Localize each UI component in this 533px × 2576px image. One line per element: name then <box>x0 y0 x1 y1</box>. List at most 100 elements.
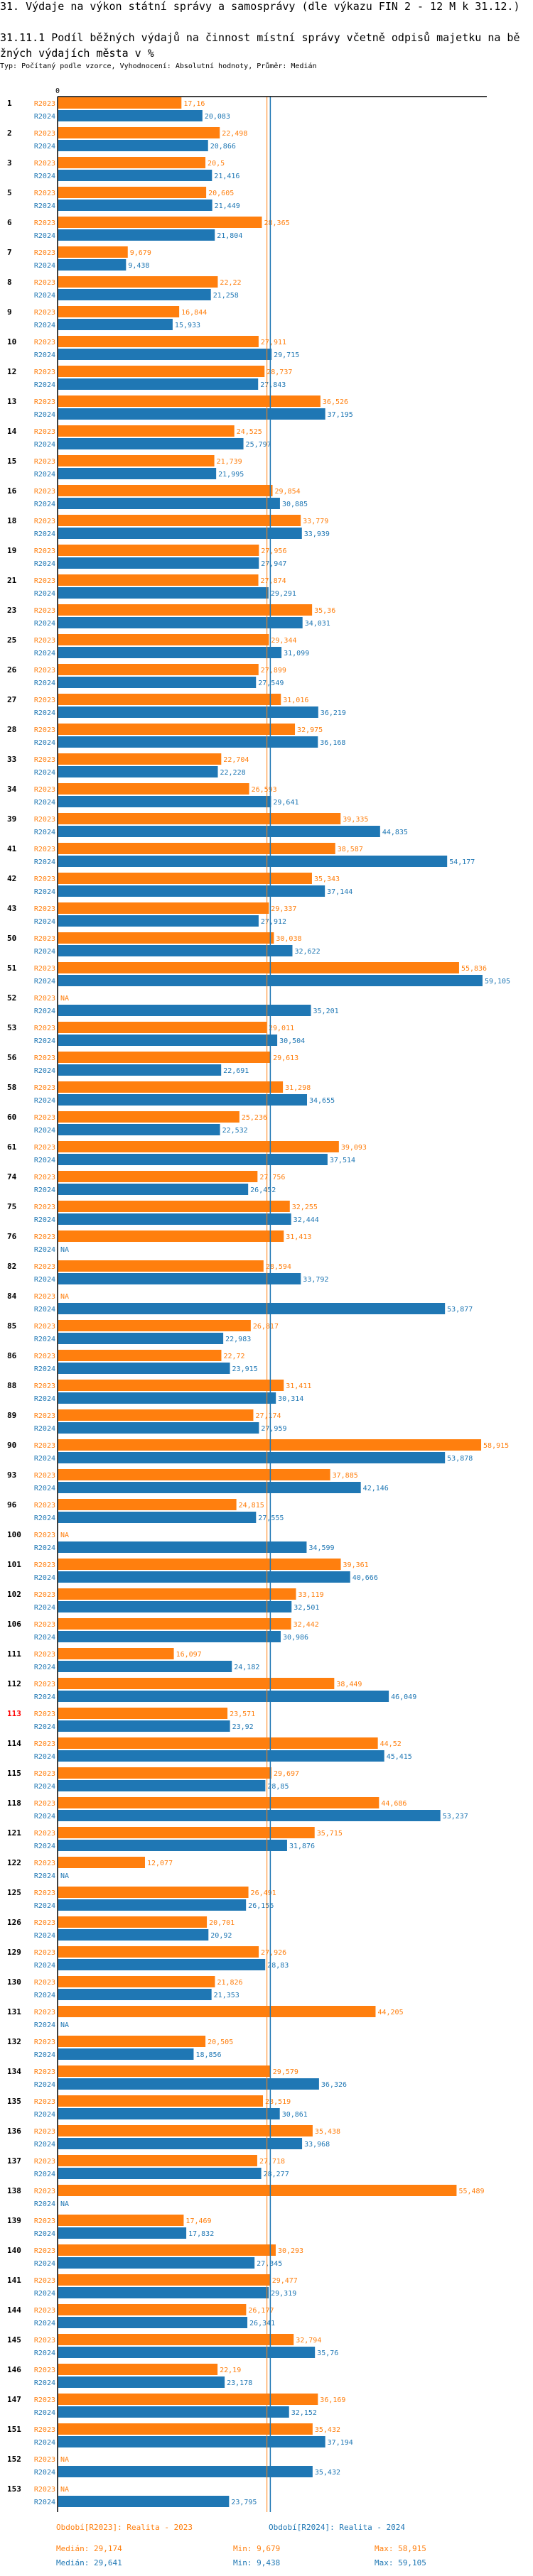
series-label-r2024: R2024 <box>34 680 55 687</box>
series-label-r2023: R2023 <box>34 1472 55 1480</box>
bar-r2024 <box>58 319 173 330</box>
value-label: 32,255 <box>292 1204 318 1211</box>
bar-r2024 <box>58 498 280 509</box>
bar-r2023 <box>58 1171 258 1182</box>
series-label-r2024: R2024 <box>34 1544 55 1552</box>
value-label: 21,353 <box>214 1992 239 1999</box>
category-label: 2 <box>7 129 12 138</box>
bar-r2024 <box>58 2317 248 2328</box>
series-label-r2023: R2023 <box>34 1084 55 1092</box>
value-label: 53,237 <box>443 1813 468 1821</box>
value-label: 36,168 <box>320 739 345 747</box>
category-label: 89 <box>7 1411 16 1420</box>
category-label: 147 <box>7 2395 21 2404</box>
value-label: 44,205 <box>377 2009 403 2016</box>
value-label: 23,571 <box>230 1710 255 1718</box>
series-label-r2023: R2023 <box>34 1025 55 1032</box>
series-label-r2023: R2023 <box>34 1174 55 1181</box>
series-label-r2023: R2023 <box>34 1740 55 1748</box>
value-label: 22,691 <box>223 1067 249 1075</box>
value-label: 29,641 <box>273 799 298 807</box>
legend-r2023: Období[R2023]: Realita - 2023 <box>56 2523 193 2532</box>
value-label: 28,85 <box>267 1783 289 1791</box>
bar-r2023 <box>58 932 274 944</box>
series-label-r2023: R2023 <box>34 249 55 257</box>
series-label-r2023: R2023 <box>34 1919 55 1927</box>
bar-r2024 <box>58 408 325 420</box>
series-label-r2024: R2024 <box>34 2349 55 2357</box>
series-label-r2024: R2024 <box>34 2230 55 2238</box>
category-label: 122 <box>7 1858 21 1867</box>
series-label-r2024: R2024 <box>34 2409 55 2417</box>
category-label: 152 <box>7 2455 21 2464</box>
value-label: 22,498 <box>222 130 247 138</box>
value-label: 17,469 <box>185 2217 211 2225</box>
bar-r2024 <box>58 1750 384 1762</box>
series-label-r2023: R2023 <box>34 2068 55 2076</box>
value-label: 31,016 <box>283 697 308 704</box>
value-label: 22,704 <box>223 756 249 764</box>
bar-r2024 <box>58 1691 389 1702</box>
category-label: 86 <box>7 1351 17 1360</box>
bar-r2024 <box>58 1094 308 1106</box>
bar-r2024 <box>58 2496 230 2507</box>
bar-r2024 <box>58 1571 350 1583</box>
na-label: NA <box>60 2486 69 2494</box>
category-label: 16 <box>7 486 17 496</box>
bar-r2024 <box>58 945 293 956</box>
bar-r2023 <box>58 2006 376 2017</box>
series-label-r2024: R2024 <box>34 143 55 151</box>
value-label: 27,899 <box>261 667 286 675</box>
category-label: 75 <box>7 1202 16 1211</box>
series-label-r2023: R2023 <box>34 2009 55 2016</box>
category-label: 5 <box>7 188 12 197</box>
value-label: 23,178 <box>227 2379 252 2387</box>
bar-r2023 <box>58 2125 313 2136</box>
series-label-r2023: R2023 <box>34 160 55 168</box>
bar-r2024 <box>58 647 282 658</box>
series-label-r2023: R2023 <box>34 2247 55 2255</box>
category-label: 85 <box>7 1321 16 1331</box>
bar-r2023 <box>58 157 206 168</box>
value-label: 58,915 <box>483 1442 509 1450</box>
bar-r2023 <box>58 1797 379 1808</box>
series-label-r2023: R2023 <box>34 995 55 1003</box>
series-label-r2024: R2024 <box>34 799 55 807</box>
series-label-r2023: R2023 <box>34 2426 55 2434</box>
value-label: 34,655 <box>309 1097 335 1105</box>
value-label: 30,314 <box>278 1395 303 1403</box>
series-label-r2024: R2024 <box>34 1932 55 1940</box>
category-label: 15 <box>7 457 16 466</box>
value-label: 22,983 <box>225 1336 251 1343</box>
value-label: 39,335 <box>343 816 368 824</box>
value-label: 31,298 <box>285 1084 311 1092</box>
median-r2024: Medián: 29,641 <box>56 2558 122 2567</box>
bar-r2023 <box>58 1588 296 1600</box>
bar-r2024 <box>58 1333 224 1344</box>
bar-r2023 <box>58 455 215 466</box>
bar-r2024 <box>58 1184 249 1195</box>
series-label-r2023: R2023 <box>34 2277 55 2285</box>
bar-r2024 <box>58 2108 280 2119</box>
bar-r2024 <box>58 915 259 927</box>
bar-r2023 <box>58 127 220 138</box>
bar-r2024 <box>58 2078 319 2090</box>
bar-r2024 <box>58 1005 311 1016</box>
value-label: 26,156 <box>248 1902 274 1910</box>
category-label: 114 <box>7 1739 21 1748</box>
bar-r2023 <box>58 873 312 884</box>
series-label-r2024: R2024 <box>34 501 55 508</box>
series-label-r2023: R2023 <box>34 2367 55 2374</box>
category-label: 26 <box>7 665 17 675</box>
bar-r2023 <box>58 604 313 616</box>
value-label: 27,956 <box>261 547 286 555</box>
value-label: 21,804 <box>217 232 242 240</box>
bar-r2023 <box>58 246 128 258</box>
value-label: 23,915 <box>232 1365 258 1373</box>
value-label: 34,599 <box>308 1544 334 1552</box>
series-label-r2024: R2024 <box>34 1425 55 1433</box>
series-label-r2024: R2024 <box>34 650 55 657</box>
bar-r2023 <box>58 1887 249 1898</box>
series-label-r2024: R2024 <box>34 2171 55 2178</box>
bar-r2023 <box>58 1201 290 1212</box>
